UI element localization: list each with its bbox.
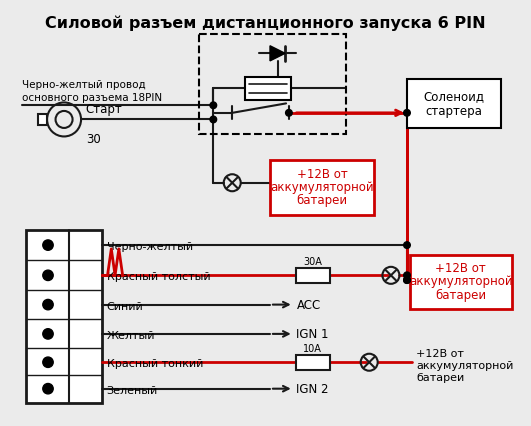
Text: +12В от: +12В от <box>416 348 464 358</box>
Circle shape <box>404 277 410 284</box>
Bar <box>410 255 512 310</box>
Circle shape <box>286 110 292 117</box>
Text: ACC: ACC <box>296 298 321 311</box>
Bar <box>270 161 374 216</box>
Bar <box>26 230 102 403</box>
Circle shape <box>404 242 410 249</box>
Text: Синий: Синий <box>107 301 143 311</box>
Circle shape <box>43 329 53 339</box>
Text: батареи: батареи <box>435 288 486 301</box>
Text: +12В от: +12В от <box>297 167 347 180</box>
Bar <box>296 355 330 370</box>
Bar <box>245 78 291 101</box>
Text: 30: 30 <box>86 132 100 146</box>
Circle shape <box>43 383 53 394</box>
Text: стартера: стартера <box>426 105 483 118</box>
Circle shape <box>43 300 53 310</box>
Circle shape <box>404 277 410 284</box>
Text: Красный толстый: Красный толстый <box>107 272 210 282</box>
Text: Желтый: Желтый <box>107 330 155 340</box>
Text: 30A: 30A <box>303 256 322 267</box>
Text: Старт: Старт <box>86 102 123 115</box>
Text: аккумуляторной: аккумуляторной <box>416 360 514 370</box>
Text: батареи: батареи <box>296 194 347 207</box>
Circle shape <box>210 117 217 124</box>
Text: +12В от: +12В от <box>435 262 486 275</box>
Text: IGN 1: IGN 1 <box>296 328 329 341</box>
Bar <box>38 115 47 126</box>
Text: батареи: батареи <box>416 372 465 383</box>
Text: аккумуляторной: аккумуляторной <box>270 181 374 193</box>
Text: Черно-желтый: Черно-желтый <box>107 242 193 251</box>
Circle shape <box>43 240 53 250</box>
Bar <box>407 80 501 129</box>
Circle shape <box>210 103 217 109</box>
Circle shape <box>404 272 410 279</box>
Text: аккумуляторной: аккумуляторной <box>409 275 512 288</box>
Text: 10A: 10A <box>303 343 322 353</box>
Polygon shape <box>270 47 285 62</box>
Text: основного разъема 18PIN: основного разъема 18PIN <box>22 92 162 103</box>
Circle shape <box>43 357 53 368</box>
Text: Красный тонкий: Красный тонкий <box>107 358 203 368</box>
Bar <box>296 268 330 283</box>
Circle shape <box>404 110 410 117</box>
Text: IGN 2: IGN 2 <box>296 382 329 395</box>
Text: Черно-желтый провод: Черно-желтый провод <box>22 81 146 90</box>
Circle shape <box>43 271 53 281</box>
Text: Силовой разъем дистанционного запуска 6 PIN: Силовой разъем дистанционного запуска 6 … <box>45 15 485 31</box>
Text: Соленоид: Соленоид <box>424 90 485 103</box>
Text: Зеленый: Зеленый <box>107 385 158 395</box>
